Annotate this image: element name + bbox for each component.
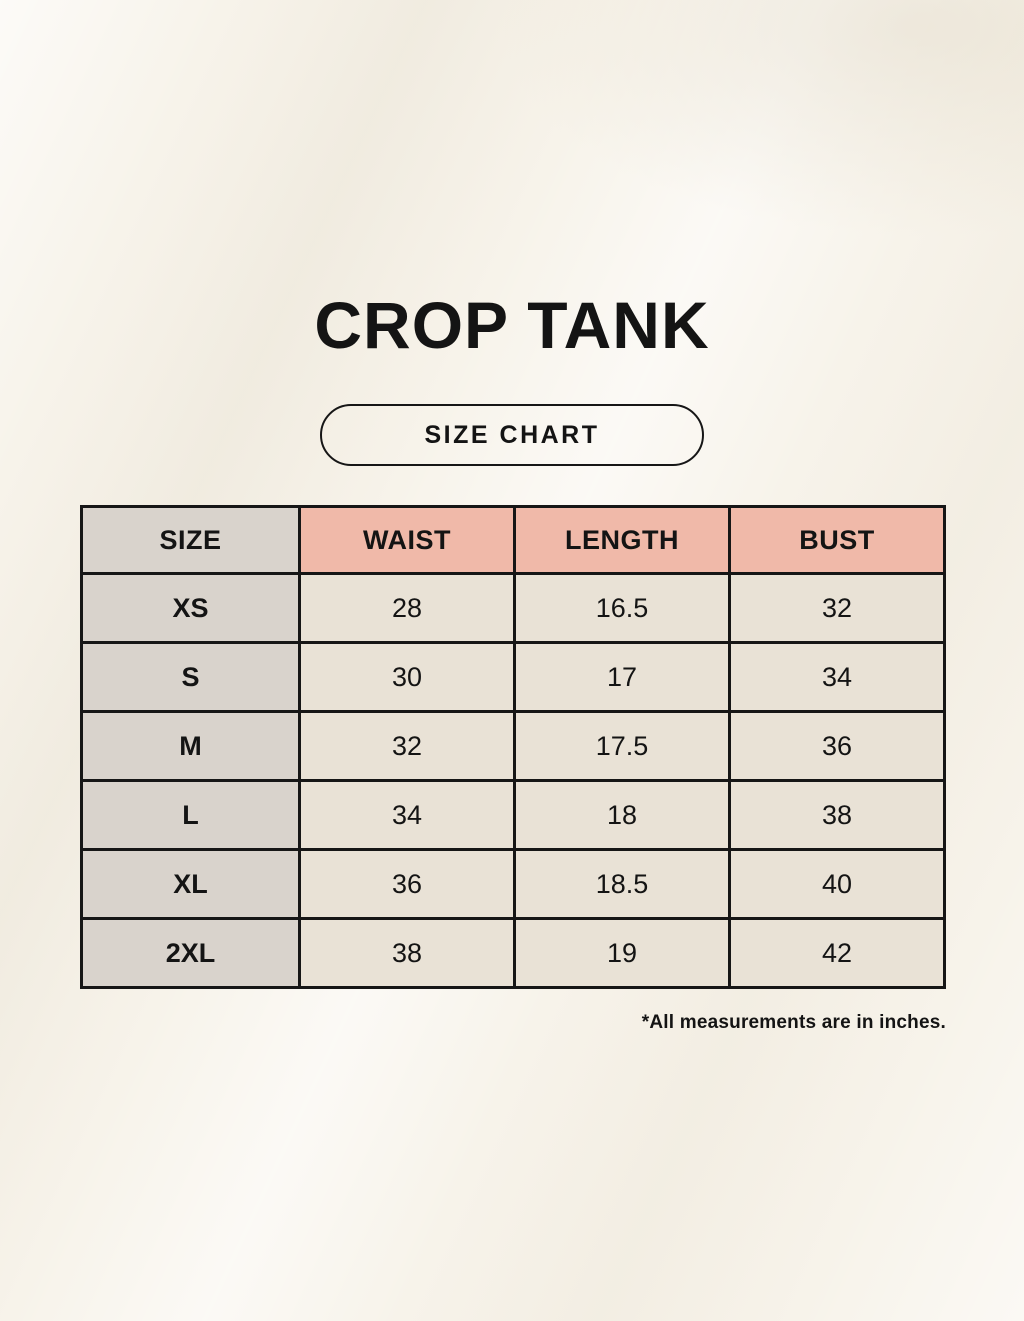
col-header-length: LENGTH bbox=[513, 505, 731, 575]
table-row-m: M 32 17.5 36 bbox=[80, 710, 946, 782]
size-label: XL bbox=[80, 848, 301, 920]
size-label: L bbox=[80, 779, 301, 851]
table-row-2xl: 2XL 38 19 42 bbox=[80, 917, 946, 989]
table-row-l: L 34 18 38 bbox=[80, 779, 946, 851]
waist-value: 28 bbox=[298, 572, 516, 644]
col-header-size: SIZE bbox=[80, 505, 301, 575]
length-value: 18 bbox=[513, 779, 731, 851]
length-value: 17 bbox=[513, 641, 731, 713]
bust-value: 36 bbox=[728, 710, 946, 782]
size-label: M bbox=[80, 710, 301, 782]
waist-value: 34 bbox=[298, 779, 516, 851]
table-row-xl: XL 36 18.5 40 bbox=[80, 848, 946, 920]
length-value: 19 bbox=[513, 917, 731, 989]
waist-value: 36 bbox=[298, 848, 516, 920]
size-chart-badge: SIZE CHART bbox=[320, 404, 704, 466]
bust-value: 32 bbox=[728, 572, 946, 644]
header-row: SIZE WAIST LENGTH BUST bbox=[80, 505, 946, 575]
bust-value: 34 bbox=[728, 641, 946, 713]
length-value: 16.5 bbox=[513, 572, 731, 644]
length-value: 18.5 bbox=[513, 848, 731, 920]
size-label: S bbox=[80, 641, 301, 713]
col-header-waist: WAIST bbox=[298, 505, 516, 575]
length-value: 17.5 bbox=[513, 710, 731, 782]
bust-value: 40 bbox=[728, 848, 946, 920]
col-header-bust: BUST bbox=[728, 505, 946, 575]
waist-value: 32 bbox=[298, 710, 516, 782]
bust-value: 38 bbox=[728, 779, 946, 851]
waist-value: 30 bbox=[298, 641, 516, 713]
bust-value: 42 bbox=[728, 917, 946, 989]
size-label: XS bbox=[80, 572, 301, 644]
table-row-s: S 30 17 34 bbox=[80, 641, 946, 713]
size-label: 2XL bbox=[80, 917, 301, 989]
size-chart-table: SIZE WAIST LENGTH BUST XS 28 16.5 32 S 3… bbox=[80, 505, 946, 989]
table-row-xs: XS 28 16.5 32 bbox=[80, 572, 946, 644]
waist-value: 38 bbox=[298, 917, 516, 989]
measurements-footnote: *All measurements are in inches. bbox=[641, 1012, 946, 1033]
page-title: CROP TANK bbox=[314, 288, 710, 362]
size-chart-badge-label: SIZE CHART bbox=[424, 420, 600, 449]
